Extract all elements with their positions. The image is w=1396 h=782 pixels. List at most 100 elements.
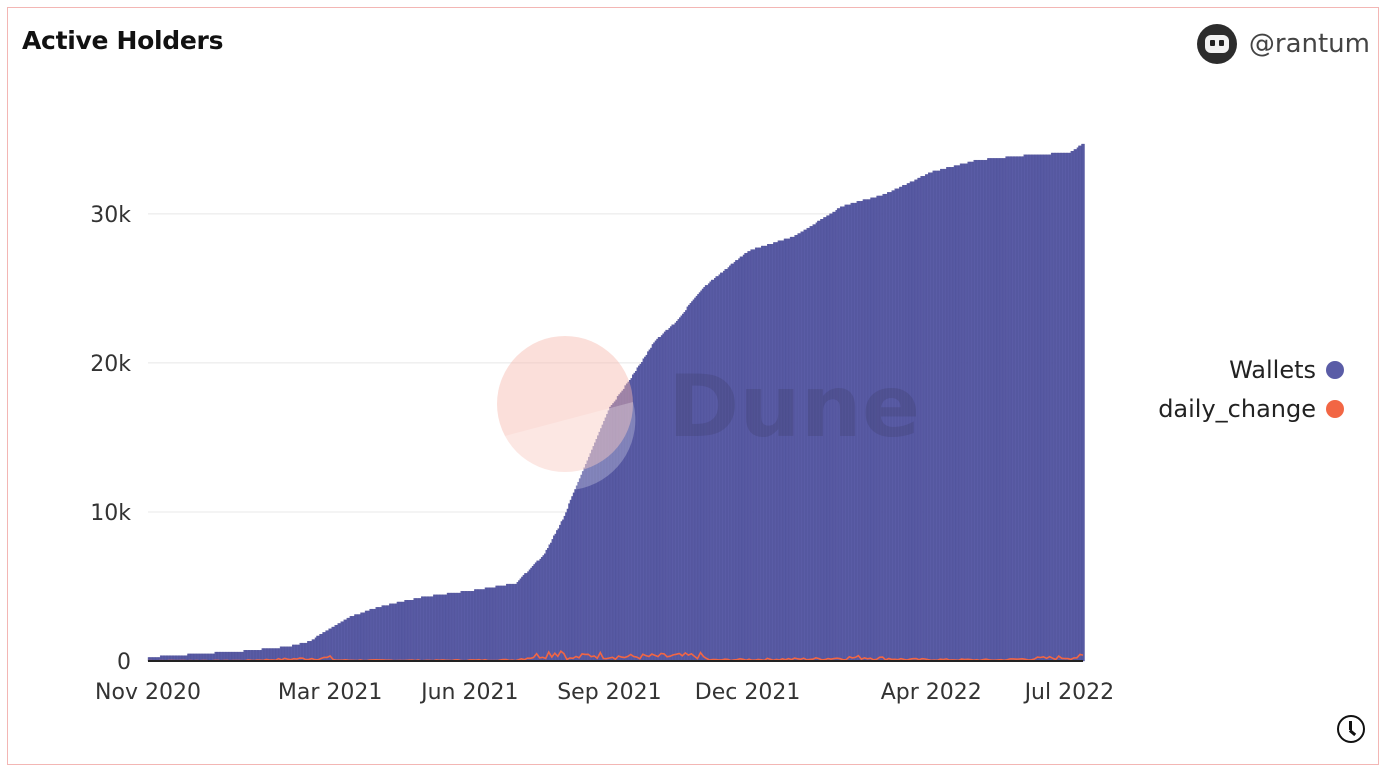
bar-wallets	[732, 263, 735, 662]
clock-icon[interactable]	[1337, 715, 1365, 743]
bar-wallets	[493, 587, 496, 662]
bar-wallets	[375, 607, 378, 662]
bar-wallets	[931, 172, 933, 662]
bar-wallets	[642, 358, 645, 662]
bar-wallets	[425, 596, 428, 662]
bar-wallets	[1067, 152, 1070, 662]
bar-wallets	[373, 608, 376, 662]
bar-wallets	[932, 170, 935, 662]
bar-wallets	[659, 337, 662, 662]
bar-wallets	[1011, 156, 1014, 662]
bar-wallets	[665, 329, 668, 662]
bar-wallets	[525, 573, 528, 662]
bar-wallets	[654, 340, 657, 662]
bar-wallets	[337, 623, 340, 662]
bar-wallets	[472, 591, 475, 662]
bar-wallets	[981, 159, 983, 662]
bar-wallets	[469, 591, 472, 662]
bar-wallets	[733, 261, 736, 662]
bar-wallets	[968, 161, 971, 662]
bar-wallets	[407, 600, 410, 662]
bar-wallets	[427, 596, 429, 662]
bar-wallets	[240, 651, 243, 662]
bar-wallets	[566, 508, 569, 662]
bar-wallets	[402, 601, 405, 662]
legend-item-wallets[interactable]: Wallets	[1158, 350, 1344, 389]
bar-wallets	[458, 592, 461, 662]
bar-wallets	[1050, 152, 1053, 662]
bar-wallets	[367, 610, 370, 662]
bar-wallets	[364, 610, 367, 662]
bar-wallets	[1078, 145, 1081, 662]
bar-wallets	[389, 603, 392, 662]
bar-wallets	[1019, 156, 1021, 662]
bar-wallets	[941, 168, 944, 662]
bar-wallets	[1023, 154, 1026, 662]
bar-wallets	[354, 614, 357, 662]
bar-wallets	[345, 619, 348, 662]
bar-wallets	[342, 621, 344, 662]
bar-wallets	[691, 301, 694, 662]
bar-wallets	[369, 608, 372, 662]
bar-wallets	[483, 589, 486, 662]
watermark-logo	[497, 336, 633, 472]
bar-wallets	[978, 159, 980, 662]
bar-wallets	[704, 285, 707, 662]
author-name[interactable]: @rantum	[1248, 29, 1370, 59]
bar-wallets	[481, 589, 484, 662]
bar-wallets	[944, 168, 947, 662]
bar-wallets	[985, 159, 988, 662]
bar-wallets	[434, 594, 437, 662]
bar-wallets	[988, 158, 991, 662]
bar-wallets	[946, 167, 949, 662]
bar-wallets	[408, 600, 411, 662]
bar-wallets	[307, 641, 310, 662]
bar-wallets	[938, 170, 941, 662]
bar-wallets	[921, 176, 924, 662]
x-tick-label: Mar 2021	[278, 680, 383, 705]
bar-wallets	[404, 600, 407, 662]
bar-wallets	[738, 258, 741, 662]
bar-wallets	[232, 651, 235, 662]
bar-wallets	[384, 605, 387, 662]
bar-wallets	[1070, 151, 1073, 662]
bar-wallets	[440, 594, 443, 662]
bar-wallets	[970, 161, 973, 662]
bar-wallets	[920, 176, 923, 662]
bar-wallets	[583, 467, 586, 662]
bar-wallets	[1066, 152, 1068, 662]
bar-wallets	[422, 596, 425, 662]
bar-wallets	[741, 256, 744, 662]
bar-wallets	[1081, 143, 1084, 662]
bar-wallets	[234, 651, 237, 662]
bar-wallets	[568, 503, 571, 662]
bar-wallets	[1061, 152, 1064, 662]
avatar[interactable]	[1196, 24, 1237, 64]
legend-item-daily-change[interactable]: daily_change	[1158, 389, 1344, 428]
bar-wallets	[398, 601, 401, 662]
bar-wallets	[360, 612, 363, 662]
bar-wallets	[729, 265, 732, 662]
bar-wallets	[421, 596, 423, 662]
bar-wallets	[474, 589, 477, 662]
bar-wallets	[451, 592, 454, 662]
bar-wallets	[745, 252, 748, 662]
bar-wallets	[343, 619, 346, 662]
bar-wallets	[1064, 152, 1067, 662]
bar-wallets	[1006, 156, 1009, 662]
watermark-logo-half	[497, 402, 636, 491]
bar-wallets	[967, 161, 970, 662]
bar-wallets	[442, 594, 445, 662]
bar-wallets	[993, 158, 996, 662]
bar-wallets	[545, 549, 548, 662]
author-badge[interactable]: @rantum	[1196, 24, 1370, 64]
bar-wallets	[251, 650, 253, 662]
bar-wallets	[475, 589, 478, 662]
bar-wallets	[466, 591, 469, 662]
bar-wallets	[1043, 154, 1046, 662]
bar-wallets	[692, 299, 695, 662]
bar-wallets	[431, 596, 434, 662]
bar-wallets	[358, 614, 361, 662]
bar-wallets	[331, 626, 334, 662]
bar-wallets	[1008, 156, 1011, 662]
